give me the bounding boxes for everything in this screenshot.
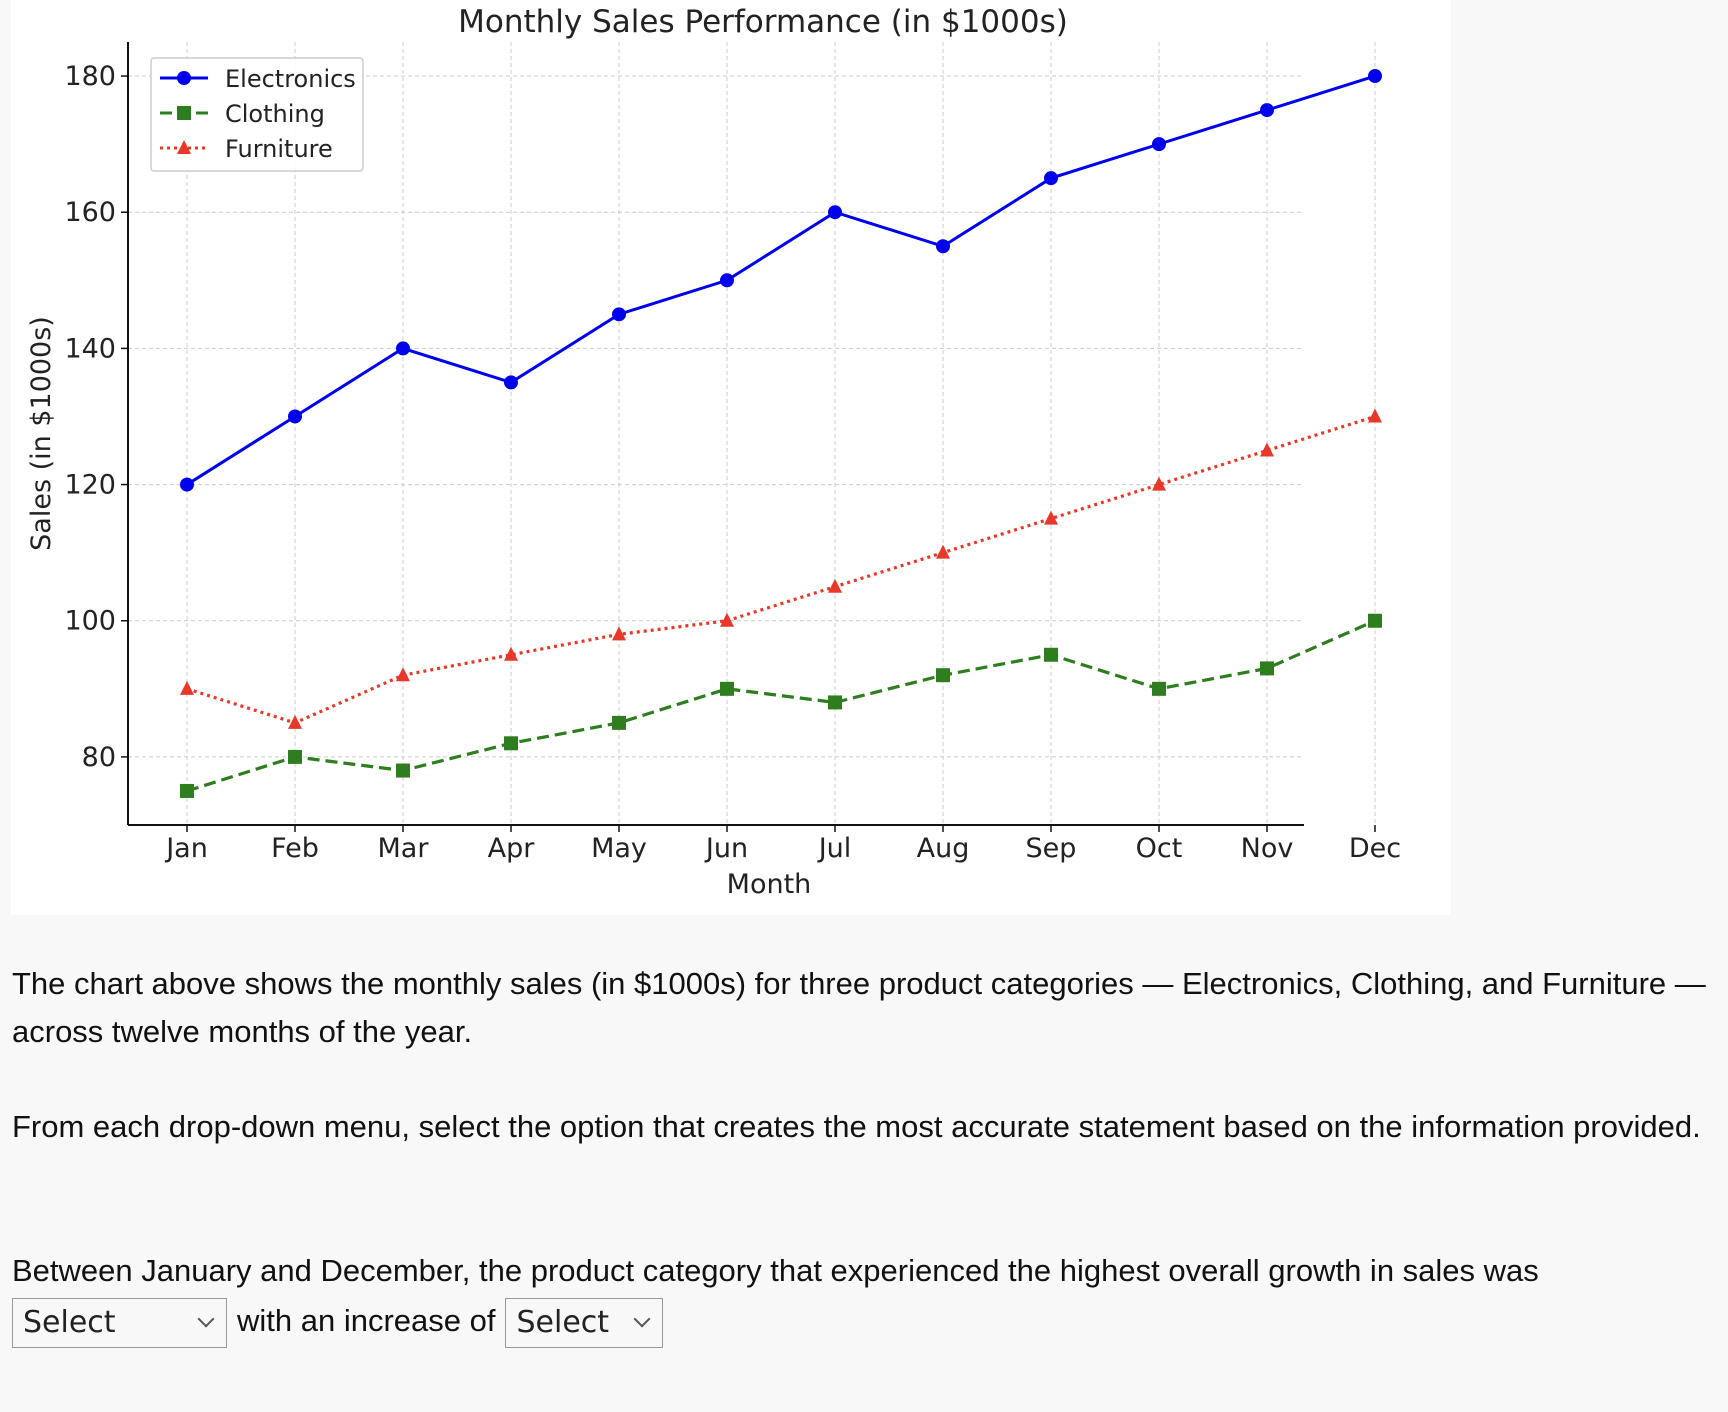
category-dropdown-value: Select xyxy=(23,1298,116,1348)
chart-description: The chart above shows the monthly sales … xyxy=(12,960,1717,1056)
data-point xyxy=(504,375,518,389)
data-point xyxy=(396,341,410,355)
chevron-down-icon xyxy=(198,1310,215,1327)
data-point xyxy=(1260,661,1274,675)
x-tick-label: Feb xyxy=(271,833,319,864)
data-point xyxy=(1368,614,1382,628)
data-point xyxy=(396,764,410,778)
y-tick-label: 160 xyxy=(64,197,116,228)
y-axis-label: Sales (in $1000s) xyxy=(26,316,57,551)
data-point xyxy=(1260,103,1274,117)
data-point xyxy=(612,716,626,730)
data-point xyxy=(828,205,842,219)
data-point xyxy=(180,681,194,695)
question-text-before: Between January and December, the produc… xyxy=(12,1253,1539,1288)
increase-dropdown[interactable]: Select xyxy=(505,1298,663,1348)
data-point xyxy=(504,736,518,750)
data-point xyxy=(720,613,734,627)
x-tick-label: May xyxy=(591,833,647,864)
data-point xyxy=(1044,648,1058,662)
chart-title: Monthly Sales Performance (in $1000s) xyxy=(458,4,1068,40)
increase-dropdown-value: Select xyxy=(516,1298,609,1348)
legend-entry: Clothing xyxy=(225,100,325,128)
data-point xyxy=(180,478,194,492)
data-point xyxy=(720,273,734,287)
data-point xyxy=(936,668,950,682)
chevron-down-icon xyxy=(634,1310,651,1327)
series-line-furniture xyxy=(187,416,1375,722)
data-point xyxy=(720,682,734,696)
data-point xyxy=(1044,171,1058,185)
line-chart: Jan Feb Mar Apr May Jun Jul Aug Sep Oct Nov Dec 80 10… xyxy=(11,0,1451,915)
x-tick-label: Dec xyxy=(1349,833,1401,864)
data-point xyxy=(177,71,191,85)
data-point xyxy=(288,750,302,764)
data-point xyxy=(612,307,626,321)
data-point xyxy=(828,695,842,709)
chart-panel: Jan Feb Mar Apr May Jun Jul Aug Sep Oct Nov Dec 80 10… xyxy=(11,0,1451,915)
question-statement: Between January and December, the produc… xyxy=(12,1246,1717,1348)
data-point xyxy=(180,784,194,798)
y-tick-label: 120 xyxy=(64,470,116,501)
data-point xyxy=(1152,137,1166,151)
y-tick-label: 100 xyxy=(64,606,116,637)
category-dropdown[interactable]: Select xyxy=(12,1298,227,1348)
x-axis-label: Month xyxy=(727,869,812,900)
data-point xyxy=(936,239,950,253)
data-point xyxy=(288,409,302,423)
x-tick-label: Jan xyxy=(164,833,208,864)
y-tick-label: 180 xyxy=(64,61,116,92)
x-tick-label: Mar xyxy=(378,833,430,864)
x-tick-label: Nov xyxy=(1241,833,1294,864)
series-line-electronics xyxy=(187,76,1375,485)
data-point xyxy=(1368,69,1382,83)
x-tick-label: Jun xyxy=(704,833,748,864)
data-point xyxy=(288,715,302,729)
instructions-text: From each drop-down menu, select the opt… xyxy=(12,1103,1717,1151)
legend-entry: Electronics xyxy=(225,65,356,93)
data-point xyxy=(1152,682,1166,696)
x-tick-label: Sep xyxy=(1026,833,1077,864)
x-tick-label: Jul xyxy=(817,833,852,864)
question-content: The chart above shows the monthly sales … xyxy=(12,960,1717,1348)
y-tick-label: 80 xyxy=(82,742,116,773)
question-text-middle: with an increase of xyxy=(237,1303,495,1338)
data-point xyxy=(504,647,518,661)
data-point xyxy=(1368,408,1382,422)
data-point xyxy=(828,579,842,593)
x-tick-label: Apr xyxy=(488,833,536,864)
series-line-clothing xyxy=(187,621,1375,791)
y-tick-label: 140 xyxy=(64,333,116,364)
legend-entry: Furniture xyxy=(225,135,333,163)
data-point xyxy=(1260,443,1274,457)
x-tick-label: Oct xyxy=(1136,833,1183,864)
data-point xyxy=(396,667,410,681)
data-point xyxy=(177,106,191,120)
x-tick-label: Aug xyxy=(917,833,970,864)
